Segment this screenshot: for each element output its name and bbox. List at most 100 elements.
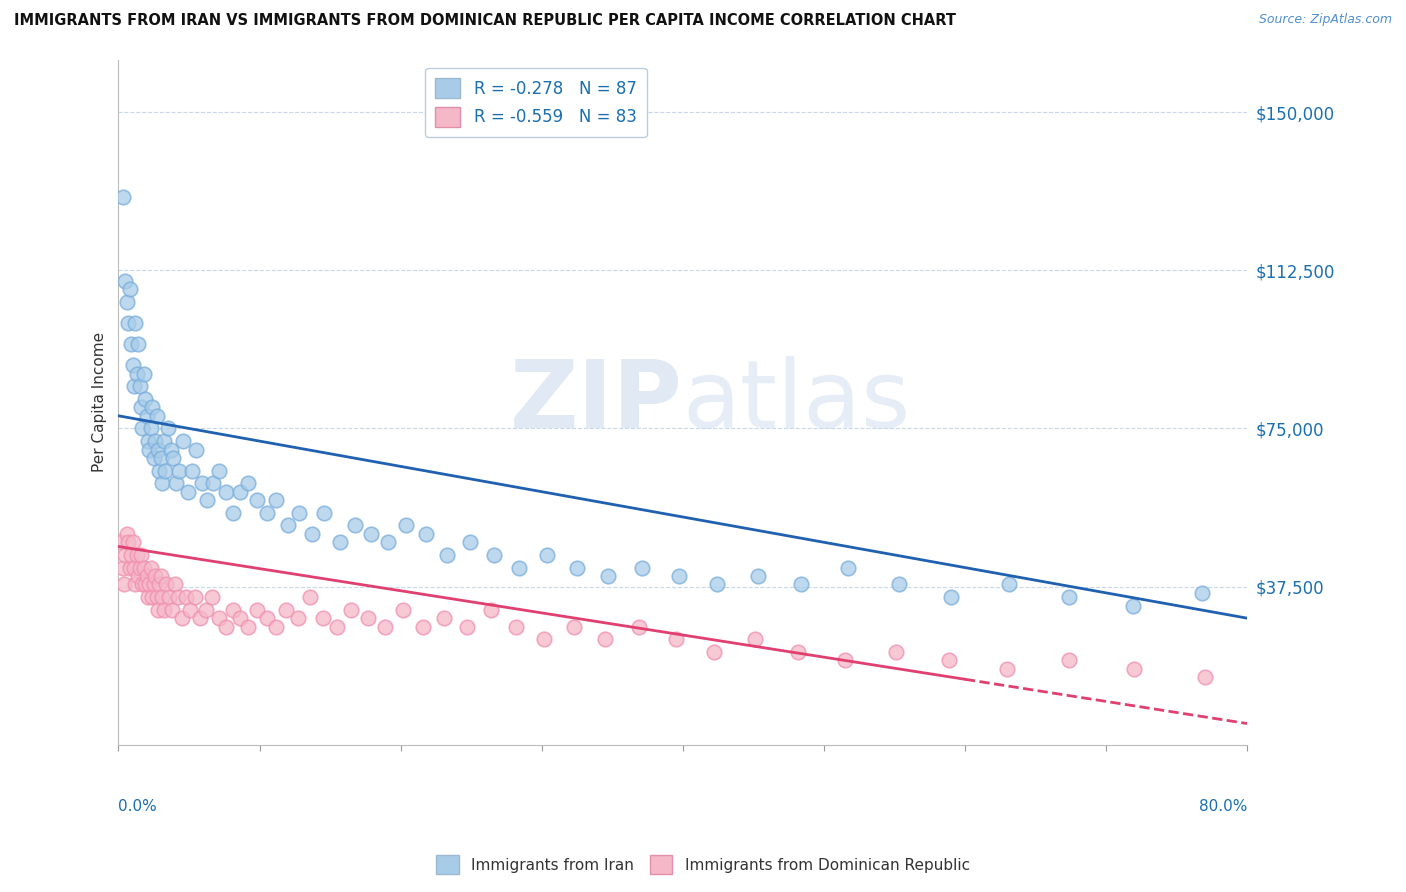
Text: IMMIGRANTS FROM IRAN VS IMMIGRANTS FROM DOMINICAN REPUBLIC PER CAPITA INCOME COR: IMMIGRANTS FROM IRAN VS IMMIGRANTS FROM … [14,13,956,29]
Point [392,603,415,617]
Point [1122,599,1144,613]
Point [706,577,728,591]
Point [360,526,382,541]
Point [246,603,269,617]
Point [166,590,188,604]
Point [165,476,187,491]
Point [115,526,138,541]
Point [122,560,145,574]
Point [190,476,212,491]
Point [156,421,179,435]
Point [114,274,136,288]
Point [884,645,907,659]
Point [170,611,193,625]
Point [357,611,380,625]
Point [131,577,153,591]
Point [149,569,172,583]
Point [222,603,245,617]
Point [276,603,298,617]
Point [536,548,558,562]
Point [184,442,207,457]
Point [277,518,299,533]
Point [887,577,910,591]
Point [129,548,152,562]
Point [125,367,148,381]
Point [238,476,260,491]
Point [288,506,311,520]
Point [129,401,152,415]
Text: atlas: atlas [683,356,911,448]
Point [120,548,142,562]
Point [596,569,619,583]
Point [266,619,288,633]
Point [110,535,132,549]
Point [995,662,1018,676]
Point [172,434,194,449]
Point [115,295,138,310]
Point [127,337,149,351]
Point [127,569,149,583]
Point [135,569,157,583]
Point [1194,670,1216,684]
Point [152,603,174,617]
Point [299,590,322,604]
Point [167,464,190,478]
Point [174,590,197,604]
Point [162,450,184,465]
Point [194,603,217,617]
Point [148,464,170,478]
Point [131,421,153,435]
Point [1123,662,1146,676]
Point [117,316,139,330]
Point [939,590,962,604]
Text: Source: ZipAtlas.com: Source: ZipAtlas.com [1258,13,1392,27]
Point [155,577,177,591]
Point [152,434,174,449]
Point [415,526,437,541]
Point [668,569,690,583]
Point [214,484,236,499]
Point [135,409,157,423]
Point [150,590,173,604]
Point [301,526,323,541]
Point [458,535,481,549]
Point [593,632,616,647]
Point [287,611,309,625]
Point [747,569,769,583]
Point [132,560,155,574]
Point [188,611,211,625]
Point [153,464,176,478]
Point [149,450,172,465]
Point [111,189,134,203]
Point [160,603,183,617]
Point [207,464,229,478]
Point [200,590,222,604]
Point [837,560,859,574]
Point [482,548,505,562]
Point [1059,653,1081,667]
Legend: Immigrants from Iran, Immigrants from Dominican Republic: Immigrants from Iran, Immigrants from Do… [430,849,976,880]
Point [630,560,652,574]
Point [148,577,170,591]
Point [143,569,166,583]
Point [111,560,134,574]
Point [744,632,766,647]
Point [157,590,180,604]
Point [195,493,218,508]
Point [138,442,160,457]
Point [790,577,813,591]
Point [138,577,160,591]
Point [145,409,167,423]
Point [145,590,167,604]
Point [1191,586,1213,600]
Point [142,450,165,465]
Point [314,506,336,520]
Point [256,611,278,625]
Point [456,619,478,633]
Point [183,590,205,604]
Text: 80.0%: 80.0% [1199,799,1247,814]
Point [533,632,555,647]
Point [136,434,159,449]
Point [627,619,650,633]
Point [377,535,399,549]
